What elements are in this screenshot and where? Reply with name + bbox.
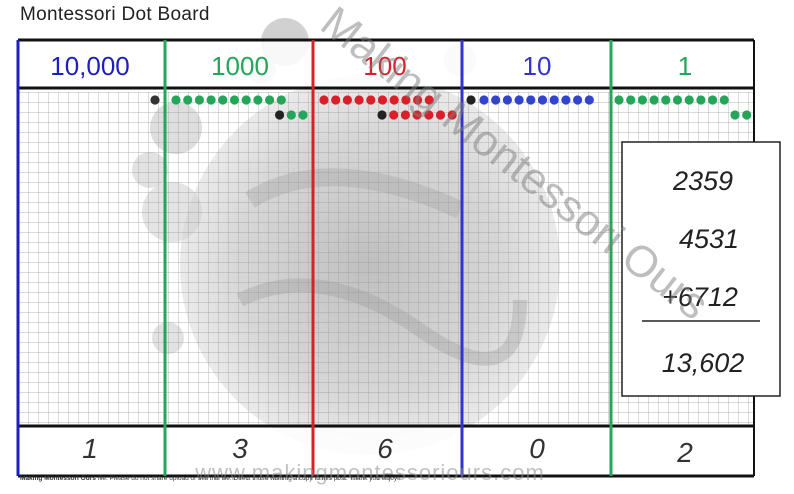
dot-hundreds [377,110,387,120]
watermark-url: www.makingmontessoriours.com [195,460,545,485]
addend-3: +6712 [662,282,738,312]
dot-thousands [241,95,251,105]
dot-thousands [298,110,308,120]
addition-problem-card: 2359 4531 +6712 13,602 [621,141,781,397]
dot-ones [649,95,659,105]
dot-thousands [275,110,285,120]
dot-thousands [206,95,216,105]
result-tenthousands: 1 [82,433,98,464]
dot-tens [549,95,559,105]
dot-tens [561,95,571,105]
dot-ones [696,95,706,105]
dot-hundreds [389,110,399,120]
dot-ones [684,95,694,105]
dot-hundreds [319,95,329,105]
dots-layer [150,95,752,120]
footer-notice: Making Montessori Ours file. Please do n… [20,475,401,482]
dot-hundreds [424,110,434,120]
result-thousands: 3 [232,433,248,464]
dot-hundreds [342,95,352,105]
dot-hundreds [412,110,422,120]
dot-thousands [265,95,275,105]
dot-thousands [183,95,193,105]
dot-hundreds [413,95,423,105]
sum: 13,602 [662,348,745,378]
dot-tenthousands [150,95,160,105]
header-thousands: 1000 [211,51,269,81]
addend-1: 2359 [672,166,733,196]
dot-ones [661,95,671,105]
dot-tens [537,95,548,105]
dot-ones [730,110,740,120]
dot-thousands [171,95,181,105]
result-tens: 0 [529,433,545,464]
dot-tens [502,95,512,105]
dot-hundreds [435,110,446,120]
dot-ones [614,95,624,105]
dot-ones [708,95,718,105]
dot-thousands [218,95,228,105]
dot-hundreds [401,95,411,105]
dot-tens [466,95,476,105]
dot-hundreds [331,95,341,105]
dot-hundreds [389,95,399,105]
header-hundreds: 100 [363,51,406,81]
dot-thousands [194,95,204,105]
dot-ones [719,95,729,105]
dot-tens [573,95,583,105]
dot-thousands [276,95,286,105]
dot-tens [584,95,594,105]
dot-ones [742,110,752,120]
addend-2: 4531 [679,224,739,254]
header-tenthousands: 10,000 [50,51,130,81]
dot-hundreds [424,95,434,105]
footer-brand: Making Montessori Ours [20,475,96,482]
dot-ones [637,95,648,105]
dot-tens [526,95,536,105]
result-hundreds: 6 [377,433,393,464]
header-tens: 10 [523,51,552,81]
dot-tens [491,95,501,105]
page-title: Montessori Dot Board [20,4,210,25]
dot-hundreds [377,95,388,105]
dot-hundreds [366,95,376,105]
dot-hundreds [400,110,410,120]
dot-tens [479,95,489,105]
dot-thousands [286,110,296,120]
dot-hundreds [447,110,457,120]
dot-hundreds [354,95,364,105]
result-ones: 2 [676,437,693,468]
dot-thousands [253,95,263,105]
footer-text: file. Please do not share upload or sell… [97,475,401,482]
dot-ones [672,95,683,105]
dot-thousands [229,95,240,105]
dot-tens [514,95,524,105]
header-ones: 1 [678,51,692,81]
dot-ones [626,95,636,105]
